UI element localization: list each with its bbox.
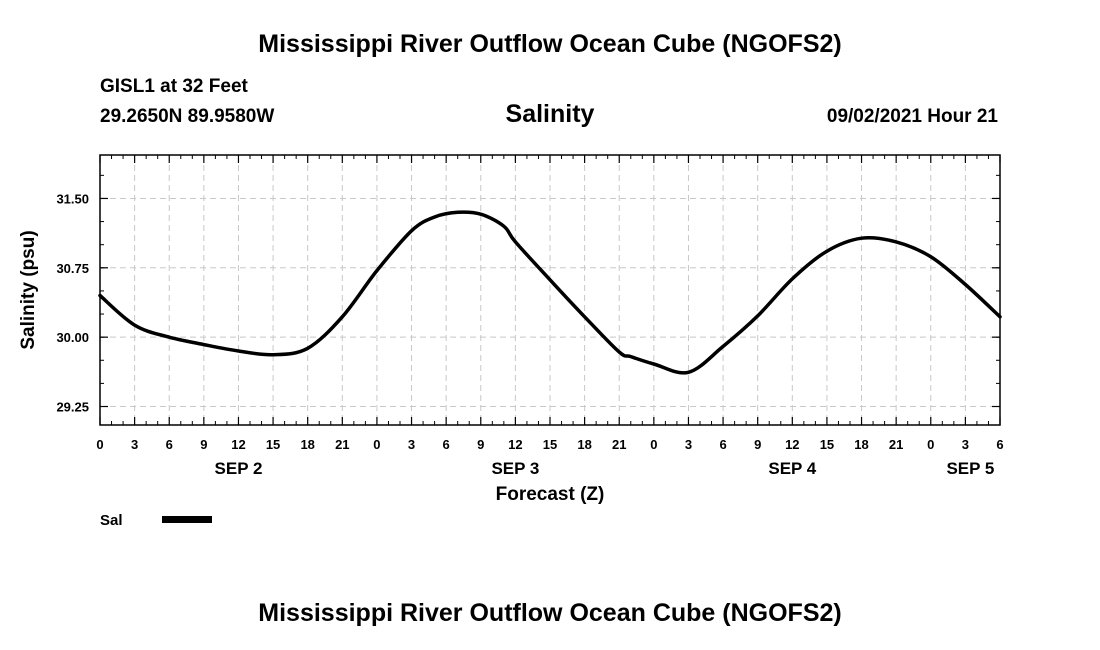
day-label: SEP 4 <box>768 459 816 478</box>
series-line-sal <box>98 210 1002 375</box>
x-tick-label: 9 <box>754 437 761 452</box>
x-tick-label: 0 <box>96 437 103 452</box>
x-tick-label: 21 <box>889 437 903 452</box>
x-tick-label: 3 <box>408 437 415 452</box>
x-tick-label: 15 <box>266 437 280 452</box>
x-tick-label: 3 <box>131 437 138 452</box>
grid-lines <box>100 155 1000 425</box>
day-labels: SEP 2 SEP 3 SEP 4 SEP 5 <box>215 459 995 478</box>
x-tick-label: 12 <box>231 437 245 452</box>
x-tick-label: 3 <box>685 437 692 452</box>
x-tick-labels: 0 3 6 9 12 15 18 21 0 3 6 9 12 15 18 21 0 3 6 9 12 15 18 21 0 3 6 <box>96 437 1003 452</box>
x-tick-label: 6 <box>166 437 173 452</box>
x-tick-label: 18 <box>854 437 868 452</box>
x-tick-label: 9 <box>200 437 207 452</box>
legend-label-sal: Sal <box>100 512 123 529</box>
legend-swatch-sal <box>162 516 212 523</box>
x-tick-label: 15 <box>543 437 557 452</box>
x-tick-label: 21 <box>335 437 349 452</box>
axis-ticks <box>99 155 1001 425</box>
day-label: SEP 3 <box>491 459 539 478</box>
y-axis-title: Salinity (psu) <box>18 230 39 349</box>
y-tick-labels: 29.25 30.00 30.75 31.50 <box>56 191 89 414</box>
station-label: GISL1 at 32 Feet <box>100 76 248 97</box>
footer-title: Mississippi River Outflow Ocean Cube (NG… <box>258 599 842 627</box>
y-tick-label: 31.50 <box>56 191 89 206</box>
y-tick-label: 30.75 <box>56 261 89 276</box>
legend: Sal <box>100 512 212 529</box>
x-tick-label: 18 <box>300 437 314 452</box>
x-tick-label: 6 <box>443 437 450 452</box>
day-label: SEP 2 <box>215 459 263 478</box>
y-tick-label: 29.25 <box>56 400 89 415</box>
x-tick-label: 21 <box>612 437 626 452</box>
x-tick-label: 9 <box>477 437 484 452</box>
y-tick-label: 30.00 <box>56 330 89 345</box>
x-tick-label: 3 <box>962 437 969 452</box>
chart-title: Salinity <box>505 100 595 128</box>
x-tick-label: 0 <box>373 437 380 452</box>
page-title: Mississippi River Outflow Ocean Cube (NG… <box>258 30 842 58</box>
x-tick-label: 6 <box>996 437 1003 452</box>
x-tick-label: 6 <box>719 437 726 452</box>
station-coordinates: 29.2650N 89.9580W <box>100 106 275 127</box>
x-tick-label: 0 <box>650 437 657 452</box>
x-tick-label: 0 <box>927 437 934 452</box>
forecast-timestamp: 09/02/2021 Hour 21 <box>826 106 998 127</box>
x-axis-title: Forecast (Z) <box>496 484 605 505</box>
x-tick-label: 12 <box>508 437 522 452</box>
x-tick-label: 15 <box>820 437 834 452</box>
day-label: SEP 5 <box>946 459 994 478</box>
x-tick-label: 18 <box>577 437 591 452</box>
x-tick-label: 12 <box>785 437 799 452</box>
